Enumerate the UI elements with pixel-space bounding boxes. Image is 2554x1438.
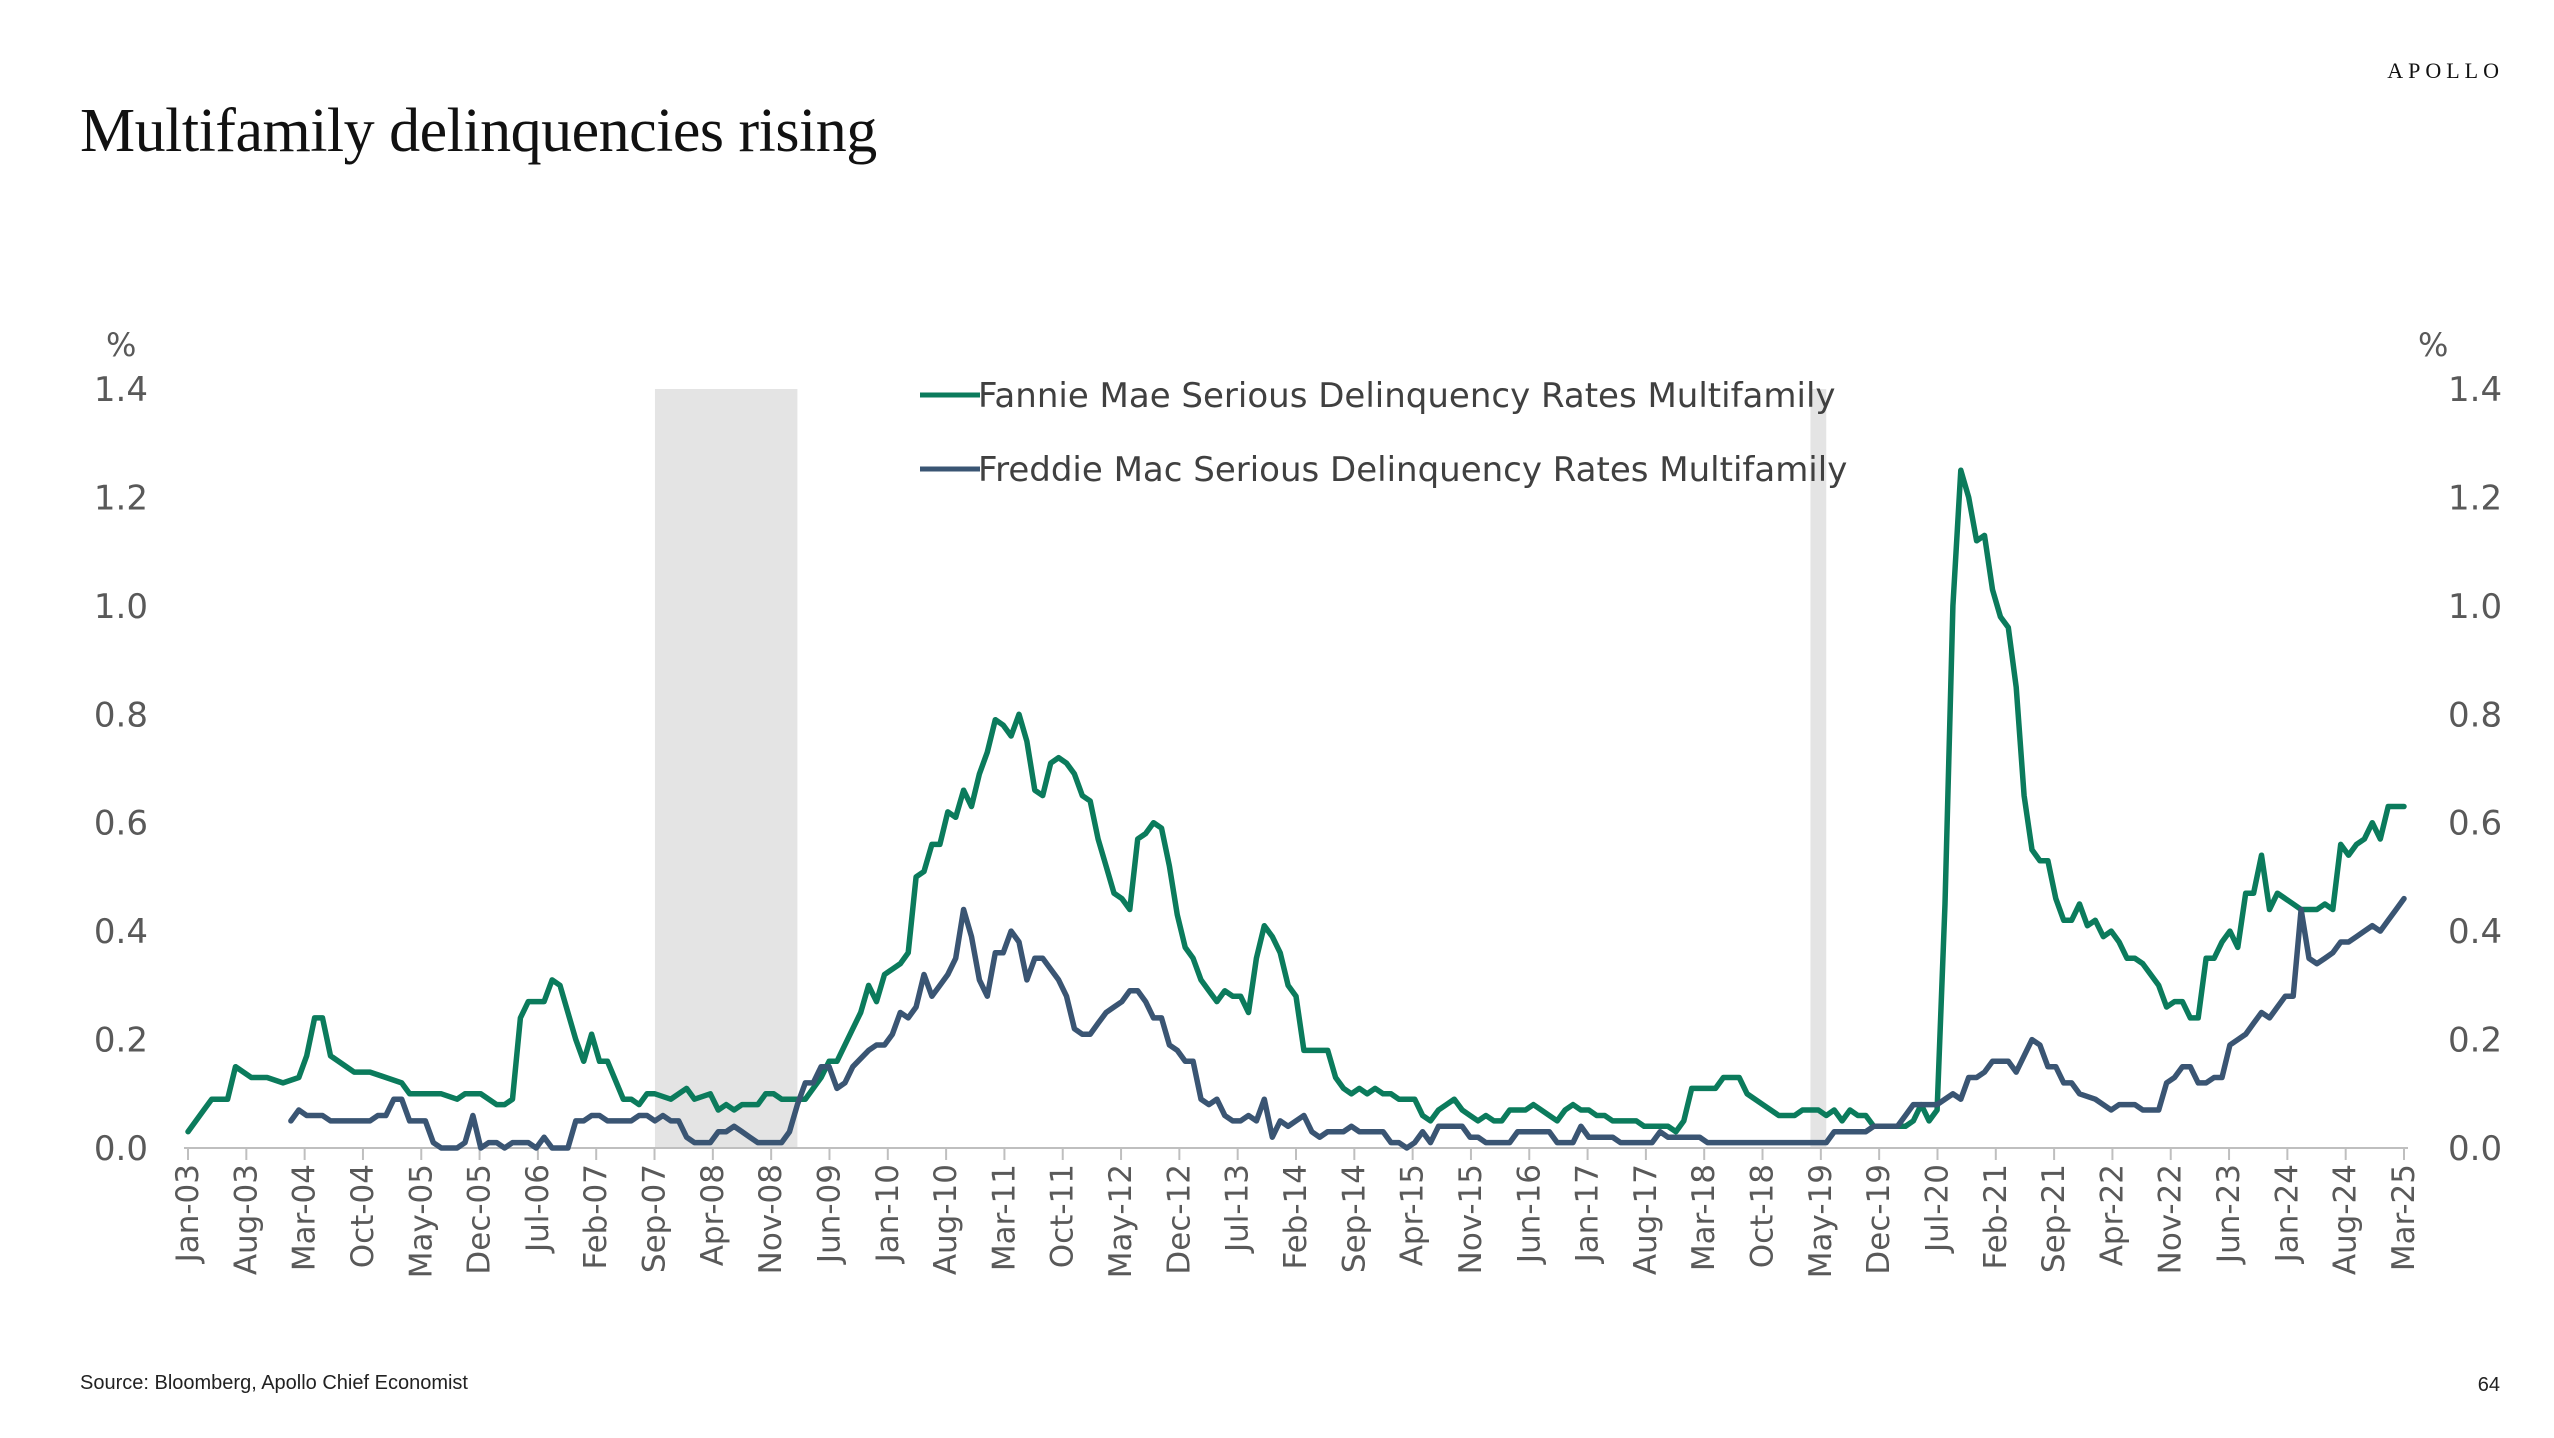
x-tick-label: Oct-11: [1045, 1164, 1081, 1268]
x-tick-label: Apr-08: [695, 1164, 731, 1266]
x-tick-label: May-12: [1103, 1164, 1139, 1278]
x-tick-label: Jun-16: [1511, 1164, 1547, 1265]
y-tick-label-right: 0.0: [2448, 1129, 2502, 1169]
y-tick-label-left: 1.0: [94, 587, 148, 627]
y-tick-label-left: 0.2: [94, 1021, 148, 1061]
y-tick-label-left: 0.8: [94, 695, 148, 735]
y-tick-label-left: 0.0: [94, 1129, 148, 1169]
freddie-mac-line: [288, 895, 2407, 1151]
x-tick-label: Sep-07: [637, 1164, 673, 1273]
x-tick-label: Jun-23: [2211, 1164, 2247, 1265]
x-tick-label: Jun-09: [811, 1164, 847, 1265]
y-tick-label-right: 0.8: [2448, 695, 2502, 735]
x-tick-label: Aug-24: [2328, 1164, 2364, 1275]
brand-logo: APOLLO: [2387, 58, 2504, 83]
x-tick-label: May-19: [1803, 1164, 1839, 1278]
page-number: 64: [2477, 1374, 2500, 1396]
y-tick-label-left: 0.4: [94, 912, 148, 952]
x-tick-label: Jan-17: [1570, 1164, 1606, 1264]
y-tick-label-right: 0.4: [2448, 912, 2502, 952]
x-tick-label: Jul-20: [1919, 1164, 1955, 1254]
x-axis-ticks: Jan-03 Aug-03 Mar-04 Oct-04 May-05 Dec-05 Jul-…: [170, 1148, 2422, 1278]
x-tick-label: Mar-11: [986, 1164, 1022, 1271]
legend-label-fannie: Fannie Mae Serious Delinquency Rates Mul…: [978, 376, 1836, 416]
y-axis-left-ticks: 0.0 0.2 0.4 0.6 0.8 1.0 1.2 1.4: [94, 370, 148, 1169]
x-tick-label: Feb-21: [1978, 1164, 2014, 1270]
y-tick-label-right: 0.2: [2448, 1021, 2502, 1061]
x-tick-label: May-05: [403, 1164, 439, 1278]
x-tick-label: Mar-04: [287, 1164, 323, 1271]
series-lines: [185, 467, 2407, 1151]
y-tick-label-left: 1.4: [94, 370, 148, 410]
x-tick-label: Oct-04: [345, 1164, 381, 1268]
legend-entry-fannie: Fannie Mae Serious Delinquency Rates Mul…: [920, 376, 1836, 416]
legend-label-freddie: Freddie Mac Serious Delinquency Rates Mu…: [978, 450, 1847, 490]
page-title: Multifamily delinquencies rising: [80, 97, 877, 165]
y-tick-label-right: 1.4: [2448, 370, 2502, 410]
y-axis-left-unit: %: [106, 326, 136, 364]
x-tick-label: Nov-22: [2153, 1164, 2189, 1274]
legend: Fannie Mae Serious Delinquency Rates Mul…: [920, 376, 1847, 490]
legend-entry-freddie: Freddie Mac Serious Delinquency Rates Mu…: [920, 450, 1847, 490]
y-axis-right-unit: %: [2418, 326, 2448, 364]
y-axis-right-ticks: 0.0 0.2 0.4 0.6 0.8 1.0 1.2 1.4: [2448, 370, 2502, 1169]
y-tick-label-left: 1.2: [94, 478, 148, 518]
x-tick-label: Apr-15: [1395, 1164, 1431, 1266]
x-tick-label: Sep-21: [2036, 1164, 2072, 1273]
x-tick-label: Jan-24: [2269, 1164, 2305, 1264]
y-tick-label-right: 1.2: [2448, 478, 2502, 518]
x-tick-label: Apr-22: [2094, 1164, 2130, 1266]
x-tick-label: Feb-14: [1278, 1164, 1314, 1270]
x-tick-label: Dec-19: [1861, 1164, 1897, 1275]
x-tick-label: Mar-25: [2386, 1164, 2422, 1271]
x-tick-label: Jan-03: [170, 1164, 206, 1264]
x-tick-label: Jul-06: [520, 1164, 556, 1254]
x-tick-label: Jul-13: [1220, 1164, 1256, 1254]
x-tick-label: Mar-18: [1686, 1164, 1722, 1271]
x-tick-label: Dec-05: [462, 1164, 498, 1275]
recession-band-0: [654, 389, 798, 1148]
x-tick-label: Sep-14: [1336, 1164, 1372, 1273]
x-tick-label: Feb-07: [578, 1164, 614, 1270]
y-tick-label-right: 1.0: [2448, 587, 2502, 627]
x-tick-label: Aug-03: [228, 1164, 264, 1275]
x-tick-label: Nov-15: [1453, 1164, 1489, 1274]
y-tick-label-right: 0.6: [2448, 804, 2502, 844]
y-tick-label-left: 0.6: [94, 804, 148, 844]
x-tick-label: Aug-17: [1628, 1164, 1664, 1275]
x-tick-label: Oct-18: [1745, 1164, 1781, 1268]
source-note: Source: Bloomberg, Apollo Chief Economis…: [80, 1372, 468, 1394]
fannie-mae-line: [185, 467, 2407, 1135]
x-tick-label: Nov-08: [753, 1164, 789, 1274]
recession-band-1: [1810, 389, 1827, 1148]
recession-shading: [654, 389, 1827, 1148]
x-tick-label: Dec-12: [1161, 1164, 1197, 1275]
x-tick-label: Jan-10: [870, 1164, 906, 1264]
x-tick-label: Aug-10: [928, 1164, 964, 1275]
